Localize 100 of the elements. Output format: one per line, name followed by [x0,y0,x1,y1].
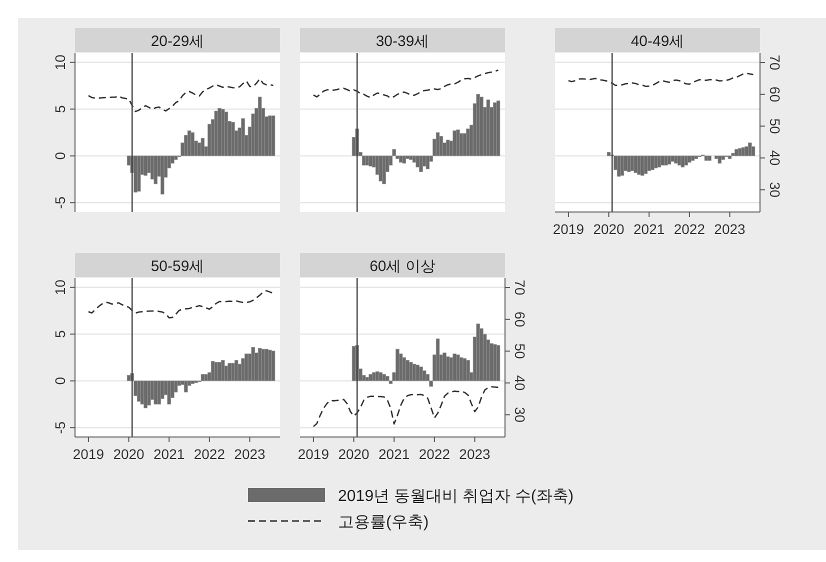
bar [449,357,454,382]
y-tick-label: 5 [52,330,68,338]
bar [476,324,480,382]
legend-label: 고용률(우축) [338,514,429,531]
bar [382,374,386,382]
bar [416,364,420,382]
y2-tick-label: 50 [512,343,528,360]
x-tick-label: 2019 [72,446,104,462]
bar [228,362,232,382]
bar [670,156,675,162]
bar [442,352,446,382]
chart-title: 30-39세 [376,33,430,50]
bar [160,156,164,194]
bar [480,96,484,156]
bar [741,147,746,156]
bar [704,156,708,161]
bar [688,156,692,163]
bar [708,156,712,161]
bar [218,108,222,156]
legend-label: 2019년 동월대비 취업자 수(좌축) [338,488,574,505]
bar [241,118,245,156]
bar [264,348,268,382]
bar [439,136,444,156]
y-tick-label: -5 [52,421,68,434]
bar [452,130,456,156]
bar [486,100,490,156]
bar [647,156,651,172]
y2-tick-label: 30 [767,182,783,198]
bar [368,374,372,382]
bar [271,350,276,382]
y2-tick-label: 40 [512,375,528,391]
y2-tick-label: 70 [512,280,528,296]
bar [419,366,423,382]
x-tick-label: 2023 [234,446,266,462]
bar [214,110,218,156]
bar [718,156,722,164]
bar [660,156,664,166]
bar [372,372,376,382]
bar [744,146,748,156]
y2-tick-label: 50 [767,118,783,134]
x-tick-label: 2022 [674,221,706,237]
bar [748,142,752,156]
bar [493,344,497,382]
bar [466,128,470,156]
bar [378,156,383,182]
bar [368,156,372,166]
bar [664,156,668,166]
bar [190,380,195,384]
bar [426,156,430,170]
bar [476,94,480,156]
bar [490,343,494,382]
bar [271,115,276,156]
bar [690,156,695,161]
y-tick-label: 0 [52,376,68,385]
bar [231,362,235,382]
bar [218,362,222,382]
bar [200,138,205,156]
bar [606,152,611,156]
bar [365,376,370,382]
bar [268,350,272,382]
y2-tick-label: 30 [512,406,528,423]
bar [365,156,370,166]
bar [721,156,725,160]
bar [268,115,272,156]
bar [694,156,698,159]
bar [147,380,151,406]
x-tick-label: 2021 [634,221,665,237]
y-tick-label: 0 [52,152,68,160]
x-tick-label: 2020 [593,221,625,237]
x-tick-label: 2021 [154,446,185,462]
bar [406,360,410,382]
bar [637,156,641,175]
y2-tick-label: 60 [512,312,528,328]
bar [200,374,205,382]
y2-tick-label: 60 [767,86,783,102]
bar [496,100,500,156]
bar [261,348,266,382]
bar [409,156,413,160]
chart-title: 60세 이상 [370,258,436,275]
x-tick-label: 2023 [714,221,746,237]
bar [224,112,228,156]
bar [650,156,654,170]
chart-title: 40-49세 [630,33,684,50]
y-tick-label: 10 [52,54,68,70]
x-tick-label: 2019 [552,221,584,237]
bar [466,360,470,382]
bar [214,362,218,382]
bar [496,345,500,382]
x-tick-label: 2019 [298,446,330,462]
line-series [568,72,754,88]
bar [184,380,188,392]
bar [751,146,756,156]
bar [396,348,400,382]
bar [493,102,497,156]
bar [402,357,406,382]
bar [167,380,171,404]
bar [378,372,383,382]
bar [144,156,148,176]
bar [154,380,158,404]
bar [452,354,456,382]
